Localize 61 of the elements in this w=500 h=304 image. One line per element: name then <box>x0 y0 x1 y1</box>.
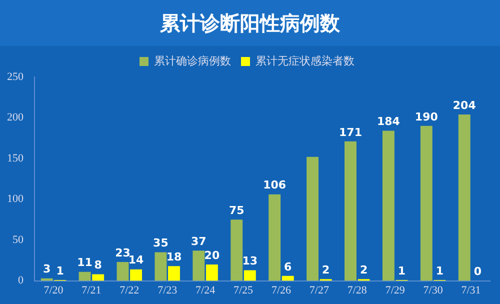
data-label: 20 <box>204 248 220 262</box>
x-tick-label: 7/28 <box>347 284 368 296</box>
x-tick-label: 7/21 <box>82 284 102 296</box>
bar <box>130 269 142 281</box>
data-label: 14 <box>128 254 144 267</box>
y-tick-label: 200 <box>7 112 24 124</box>
legend-label: 累计无症状感染者数 <box>256 54 354 68</box>
x-tick-label: 7/26 <box>271 284 292 296</box>
bar <box>154 252 167 281</box>
data-label: 106 <box>263 178 286 192</box>
data-label: 2 <box>322 264 330 277</box>
bar <box>116 262 129 281</box>
bar <box>206 264 218 281</box>
data-label: 8 <box>94 258 102 272</box>
bar <box>168 266 180 281</box>
chart-title: 累计诊断阳性病例数 <box>0 0 500 46</box>
x-tick-label: 7/30 <box>423 284 444 296</box>
bar <box>382 130 394 281</box>
bar <box>306 156 319 281</box>
y-tick-label: 100 <box>7 193 24 206</box>
x-tick-label: 7/22 <box>120 284 140 296</box>
data-label: 35 <box>153 236 168 250</box>
data-label: 171 <box>339 126 362 139</box>
x-tick-label: 7/25 <box>233 284 254 296</box>
data-label: 0 <box>474 265 482 278</box>
bar <box>420 126 432 281</box>
y-tick-label: 250 <box>7 70 24 83</box>
x-tick-label: 7/24 <box>196 284 216 296</box>
data-label: 75 <box>228 204 244 218</box>
y-tick-label: 50 <box>12 234 24 246</box>
data-label: 2 <box>360 264 368 277</box>
bar <box>458 114 470 281</box>
data-label: 13 <box>242 254 258 268</box>
data-label: 184 <box>376 115 400 128</box>
x-tick-label: 7/20 <box>44 284 64 296</box>
data-label: 37 <box>191 234 206 248</box>
y-tick-label: 150 <box>7 152 24 164</box>
data-label: 3 <box>43 262 51 276</box>
legend-label: 累计确诊病例数 <box>154 54 231 68</box>
data-label: 18 <box>166 250 182 264</box>
data-label: 190 <box>414 110 438 124</box>
bar <box>192 250 205 281</box>
y-tick-label: 0 <box>18 274 24 287</box>
bar <box>230 220 243 281</box>
x-tick-label: 7/31 <box>461 284 481 296</box>
data-label: 1 <box>56 264 64 278</box>
bar <box>78 272 91 281</box>
bar <box>244 270 256 281</box>
data-label: 11 <box>77 256 92 270</box>
x-tick-label: 7/27 <box>309 284 330 296</box>
bar <box>282 276 294 281</box>
x-tick-label: 7/29 <box>385 284 406 296</box>
data-label: 204 <box>452 98 476 112</box>
bar <box>92 274 104 281</box>
data-label: 23 <box>115 246 130 260</box>
x-tick-label: 7/23 <box>158 284 178 296</box>
data-label: 1 <box>398 264 406 278</box>
bar <box>344 141 356 281</box>
bar <box>268 194 281 281</box>
data-label: 6 <box>284 260 292 274</box>
data-label: 1 <box>436 264 444 278</box>
